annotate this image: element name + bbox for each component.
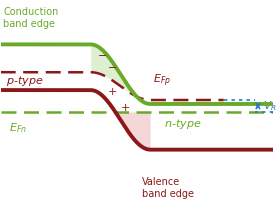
Text: +: + — [108, 87, 117, 97]
Text: Conduction
band edge: Conduction band edge — [3, 7, 59, 29]
Text: Valence
band edge: Valence band edge — [142, 177, 194, 199]
Text: $V_R$: $V_R$ — [263, 99, 276, 113]
Text: $E_{Fn}$: $E_{Fn}$ — [9, 121, 27, 135]
Text: −: − — [98, 51, 107, 61]
Text: +: + — [121, 103, 131, 113]
Text: −: − — [108, 63, 117, 73]
Text: $p$-type: $p$-type — [6, 74, 44, 88]
Text: $n$-type: $n$-type — [164, 117, 201, 131]
Text: $E_{Fp}$: $E_{Fp}$ — [153, 73, 171, 89]
